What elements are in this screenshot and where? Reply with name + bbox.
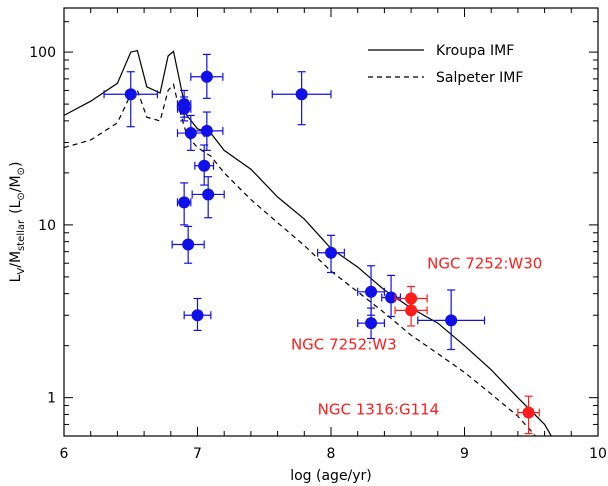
data-point-blue [103, 71, 159, 128]
data-point-blue [417, 289, 486, 351]
data-point-blue [176, 96, 192, 122]
data-point-blue [176, 182, 192, 226]
y-tick-label: 1 [47, 391, 56, 407]
marker [200, 70, 213, 83]
data-point-red [517, 395, 540, 435]
data-point-blue [183, 297, 212, 332]
marker [191, 309, 204, 322]
marker [202, 188, 215, 201]
marker [295, 88, 308, 101]
x-tick-label: 9 [460, 446, 469, 462]
x-tick-label: 10 [589, 446, 607, 462]
data-point-blue [271, 71, 332, 126]
x-axis-label: log (age/yr) [290, 468, 372, 484]
data-point-blue [171, 225, 205, 264]
legend-label-kroupa: Kroupa IMF [436, 43, 514, 59]
y-label-units-end: ) [8, 162, 24, 167]
marker [445, 314, 458, 327]
y-tick-label: 100 [29, 45, 56, 61]
salpeter-line [64, 83, 536, 436]
y-label-sub2: stellar [16, 219, 27, 251]
data-point-blue [194, 144, 215, 186]
marker [182, 238, 195, 251]
marker [325, 246, 337, 259]
data-point-blue [190, 53, 224, 99]
legend-label-salpeter: Salpeter IMF [436, 70, 523, 86]
marker [178, 196, 191, 209]
data-point-blue [317, 234, 345, 274]
marker [198, 159, 211, 172]
marker [178, 102, 191, 115]
data-point-blue [191, 176, 225, 219]
model-lines [64, 49, 552, 436]
y-label-units-mid: /M [8, 175, 24, 192]
y-label-units: (L [8, 200, 24, 213]
y-label-main: L [8, 274, 24, 282]
x-tick-label: 8 [327, 446, 336, 462]
x-tick-label: 6 [60, 446, 69, 462]
data-point-blue [357, 307, 385, 340]
marker [385, 291, 398, 304]
marker [365, 285, 378, 298]
y-label-sub1: V [16, 268, 27, 275]
y-label-units-sub2: ⊙ [16, 167, 27, 175]
axis-labels: log (age/yr) LV/Mstellar(L⊙/M⊙) [8, 162, 372, 484]
y-label-units-sub1: ⊙ [16, 192, 27, 200]
annotation-ngc7252-w30: NGC 7252:W30 [427, 254, 542, 272]
data-point-blue [357, 265, 385, 316]
marker [124, 88, 137, 101]
data-points [103, 53, 540, 435]
data-point-blue [381, 274, 402, 318]
marker [522, 406, 535, 419]
marker [200, 124, 213, 137]
data-point-blue [190, 111, 224, 151]
data-point-red [394, 295, 428, 327]
y-tick-label: 10 [38, 218, 56, 234]
annotations: NGC 7252:W30 NGC 7252:W3 NGC 1316:G114 [291, 254, 542, 418]
annotation-ngc1316-g114: NGC 1316:G114 [318, 400, 440, 418]
x-tick-label: 7 [193, 446, 202, 462]
legend: Kroupa IMF Salpeter IMF [368, 43, 523, 86]
marker [365, 317, 378, 330]
ticks: 6 7 8 9 10 1 10 100 [29, 8, 607, 462]
kroupa-line [64, 49, 552, 436]
annotation-ngc7252-w3: NGC 7252:W3 [291, 336, 397, 354]
marker [405, 304, 418, 317]
y-label-mid: /M [8, 251, 24, 268]
y-axis-label: LV/Mstellar(L⊙/M⊙) [8, 162, 27, 283]
